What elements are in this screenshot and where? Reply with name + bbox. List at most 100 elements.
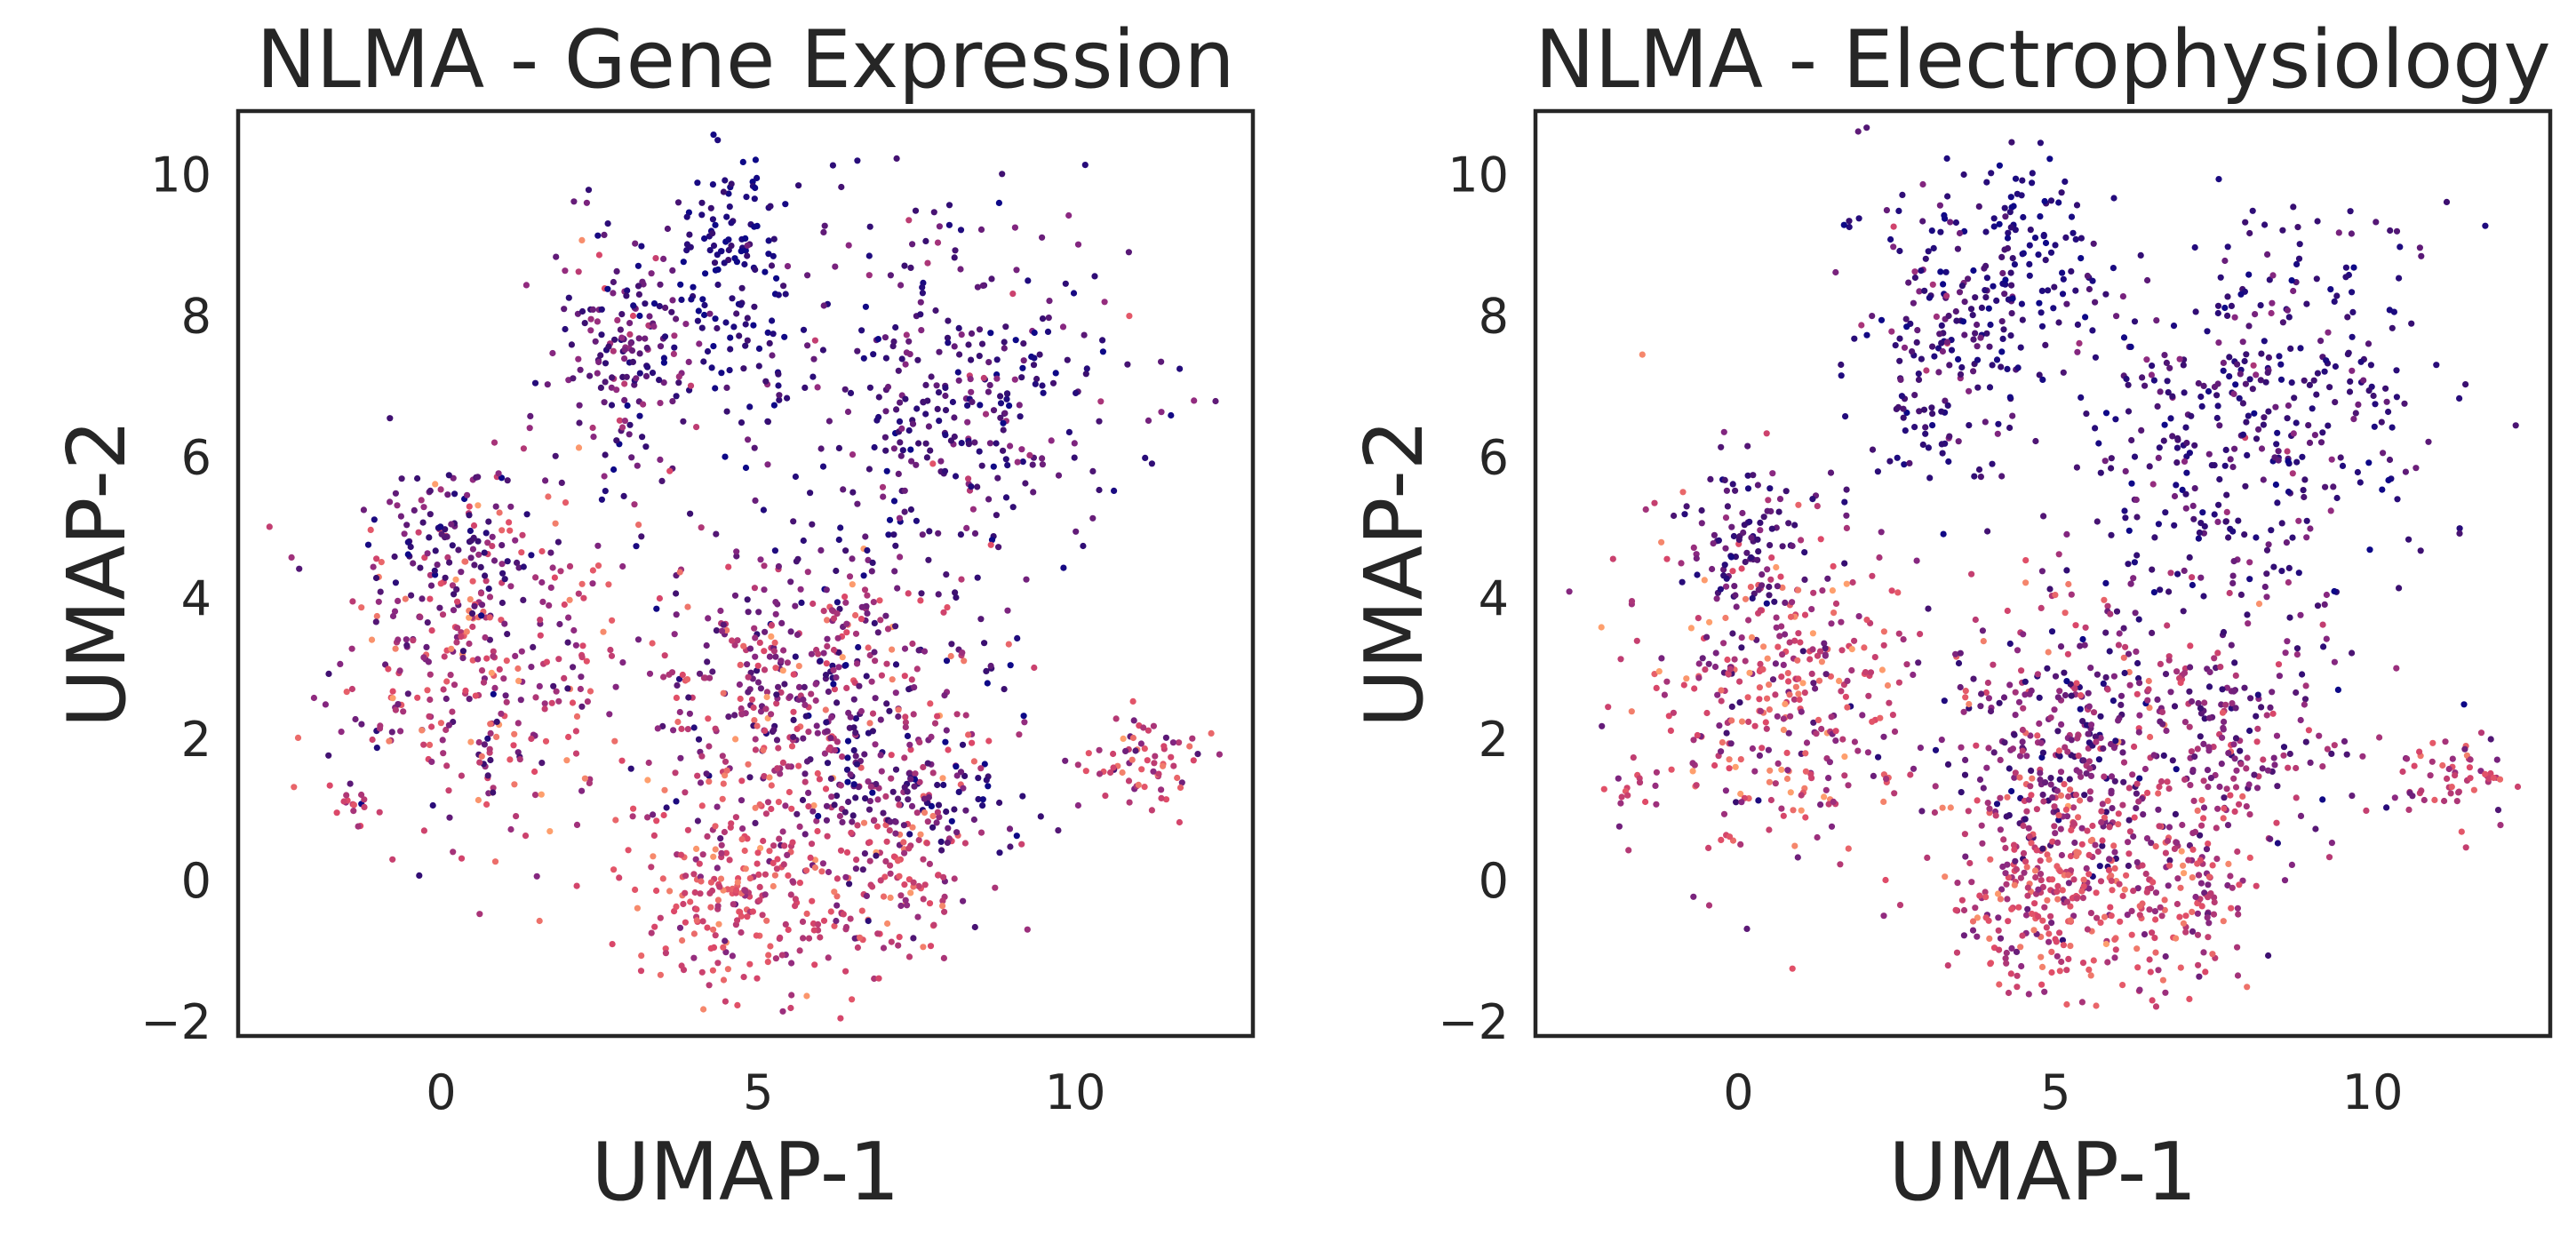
data-point	[2221, 304, 2229, 312]
data-point	[884, 920, 891, 928]
data-point	[1698, 506, 1705, 514]
data-point	[720, 188, 728, 195]
data-point	[501, 620, 508, 627]
data-point	[498, 527, 506, 534]
data-point	[961, 772, 969, 780]
data-point	[905, 953, 913, 960]
data-point	[564, 685, 571, 692]
data-point	[1702, 666, 1709, 673]
data-point	[929, 824, 937, 831]
data-point	[751, 585, 759, 592]
data-point	[2406, 790, 2413, 797]
data-point	[554, 538, 562, 546]
data-point	[1814, 503, 1821, 510]
data-point	[1814, 716, 1822, 724]
data-point	[2182, 912, 2189, 920]
data-point	[1838, 372, 1845, 379]
data-point	[2006, 640, 2014, 648]
data-point	[1966, 700, 1973, 708]
data-point	[896, 418, 904, 425]
data-point	[2302, 738, 2309, 745]
data-point	[2186, 688, 2193, 695]
data-point	[1778, 805, 1785, 812]
data-point	[935, 530, 942, 537]
data-point	[1756, 684, 1763, 691]
data-point	[865, 729, 873, 737]
data-point	[352, 715, 359, 723]
data-point	[2439, 761, 2446, 769]
data-point	[896, 801, 903, 809]
data-point	[2198, 402, 2205, 410]
data-point	[581, 775, 589, 782]
data-point	[2081, 641, 2088, 649]
data-point	[1071, 440, 1078, 447]
data-point	[942, 407, 950, 414]
data-point	[610, 866, 618, 873]
data-point	[825, 868, 833, 876]
data-point	[1780, 726, 1787, 734]
data-point	[2246, 559, 2253, 566]
data-point	[1709, 565, 1716, 573]
data-point	[765, 952, 772, 959]
data-point	[883, 467, 890, 474]
data-point	[2054, 694, 2062, 701]
data-point	[673, 903, 680, 910]
data-point	[2133, 690, 2141, 697]
data-point	[2272, 481, 2279, 489]
data-point	[2074, 348, 2081, 355]
data-point	[846, 573, 854, 580]
data-point	[1825, 775, 1832, 782]
data-point	[2355, 401, 2362, 408]
data-point	[968, 483, 975, 490]
data-point	[985, 737, 993, 745]
data-point	[1956, 229, 1964, 237]
data-point	[2269, 710, 2277, 717]
data-point	[462, 687, 469, 695]
data-point	[1978, 822, 1985, 829]
data-point	[1996, 162, 2003, 169]
data-point	[2232, 735, 2240, 742]
data-point	[723, 408, 730, 415]
data-point	[1723, 575, 1730, 582]
data-point	[1821, 640, 1828, 647]
data-point	[1150, 722, 1157, 729]
data-point	[852, 729, 859, 737]
data-point	[2343, 751, 2350, 758]
data-point	[2023, 808, 2030, 815]
data-point	[2445, 765, 2452, 773]
data-point	[2125, 862, 2132, 870]
data-point	[1766, 706, 1773, 713]
data-point	[779, 759, 787, 767]
data-point	[810, 355, 817, 363]
data-point	[794, 555, 802, 562]
data-point	[714, 324, 721, 332]
data-point	[1941, 211, 1948, 219]
data-point	[635, 522, 642, 529]
data-point	[1787, 789, 1794, 796]
data-point	[911, 684, 918, 691]
data-point	[712, 725, 719, 732]
data-point	[648, 270, 655, 277]
data-point	[2244, 451, 2251, 458]
data-point	[981, 640, 988, 647]
data-point	[2399, 768, 2406, 776]
data-point	[893, 406, 900, 413]
data-point	[2242, 380, 2249, 387]
data-point	[724, 966, 732, 973]
data-point	[2023, 753, 2030, 760]
data-point	[2205, 934, 2212, 941]
data-point	[322, 701, 329, 708]
data-point	[488, 669, 495, 676]
data-point	[408, 592, 415, 599]
data-point	[698, 524, 705, 531]
data-point	[589, 424, 596, 432]
data-point	[2250, 362, 2257, 369]
data-point	[443, 695, 450, 703]
data-point	[802, 713, 809, 720]
data-point	[729, 952, 737, 960]
data-point	[1880, 733, 1887, 740]
data-point	[2146, 463, 2153, 470]
data-point	[2331, 298, 2338, 305]
data-point	[1998, 348, 2006, 355]
data-point	[1810, 680, 1817, 687]
